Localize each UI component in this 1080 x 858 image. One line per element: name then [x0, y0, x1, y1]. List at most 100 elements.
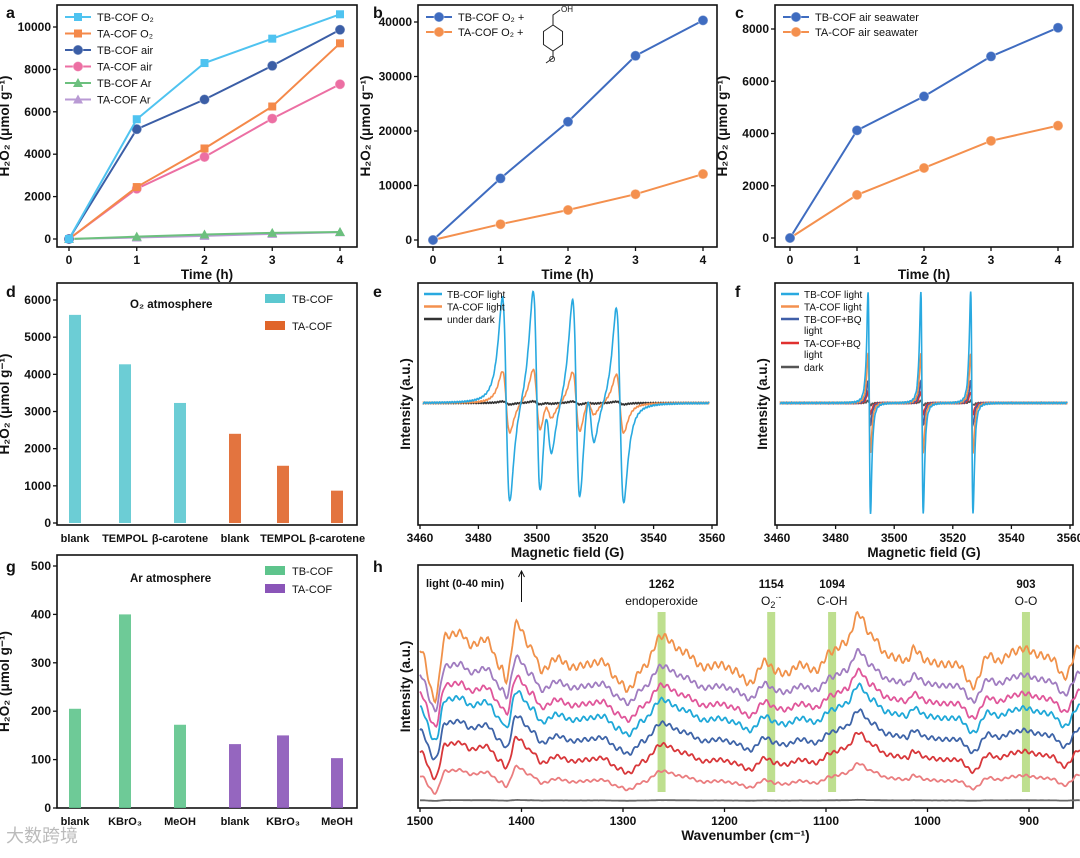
y-tick-label: 4000 [24, 147, 51, 161]
data-point [334, 78, 346, 90]
x-axis-title: Time (h) [898, 267, 950, 282]
highlight-band [1021, 612, 1030, 792]
category-label: β-carotene [152, 533, 208, 545]
y-tick-label: 0 [762, 231, 769, 245]
panel-label-a: a [6, 5, 15, 22]
x-axis-title: Time (h) [541, 267, 593, 282]
y-tick-label: 6000 [24, 293, 51, 307]
band-assignment-subscript: 2 [770, 600, 775, 610]
legend-label: TA-COF air [97, 62, 153, 74]
plot-frame-e [417, 282, 718, 526]
y-tick-label: 0 [44, 232, 51, 246]
legend-label: TB-COF air [97, 45, 154, 57]
data-point [268, 34, 277, 43]
molecule-structure [542, 9, 564, 64]
y-axis-title: Intensity (a.u.) [398, 641, 413, 733]
spectrum-line [779, 291, 1068, 514]
legend-item: TB-COF O₂ + [426, 11, 524, 24]
y-tick-label: 300 [31, 656, 51, 670]
legend-label: TA-COF O₂ [97, 29, 153, 41]
category-label: blank [221, 533, 251, 545]
highlight-band [767, 612, 776, 792]
legend-swatch [265, 584, 285, 593]
data-point [433, 26, 445, 38]
panel-label-g: g [6, 559, 16, 576]
category-label: blank [221, 816, 251, 828]
y-tick-label: 500 [31, 559, 51, 573]
legend-label: TA-COF O₂ + [458, 27, 523, 39]
data-point [433, 11, 445, 23]
highlight-band [657, 612, 666, 792]
x-axis-title: Wavenumber (cm⁻¹) [681, 828, 809, 843]
band-wavenumber: 1154 [759, 579, 785, 591]
legend-item: TA-COF air [65, 61, 153, 74]
series-line [789, 124, 1059, 239]
bar [229, 744, 241, 808]
series-tb-cof-o2- [427, 14, 709, 246]
legend-label: TA-COF [292, 321, 332, 333]
category-label: β-carotene [309, 533, 365, 545]
y-tick-label: 0 [44, 516, 51, 530]
data-point [630, 188, 641, 200]
x-axis-title: Magnetic field (G) [867, 545, 980, 560]
x-tick-label: 1 [133, 253, 140, 267]
legend-label-cont: light [804, 326, 823, 337]
data-point [199, 229, 210, 239]
y-tick-label: 2000 [742, 179, 769, 193]
x-tick-label: 4 [337, 253, 344, 267]
ftir-spectrum [419, 708, 1080, 761]
y-tick-label: 10000 [18, 20, 52, 34]
arrow-up-icon [518, 569, 525, 602]
data-point [335, 227, 345, 237]
category-label: blank [61, 816, 91, 828]
y-axis-title: Intensity (a.u.) [755, 358, 770, 450]
legend-swatch [265, 321, 285, 330]
x-tick-label: 1200 [711, 814, 738, 828]
band-wavenumber: 903 [1016, 579, 1035, 591]
panel-label-b: b [373, 5, 383, 22]
x-tick-label: 2 [201, 253, 208, 267]
data-point [495, 172, 506, 184]
ftir-spectrum [419, 762, 1080, 795]
y-tick-label: 40000 [379, 15, 413, 29]
category-label: MeOH [164, 816, 196, 828]
series-tb-cof-ar [64, 227, 345, 243]
data-point [131, 231, 142, 241]
legend-label: TB-COF air seawater [815, 12, 919, 24]
legend-label: under dark [447, 315, 496, 326]
data-point [1052, 120, 1064, 132]
panel-label-e: e [373, 284, 382, 301]
x-tick-label: 4 [1055, 253, 1062, 267]
y-tick-label: 20000 [379, 124, 413, 138]
data-point [266, 113, 278, 125]
atmosphere-label: Ar atmosphere [130, 573, 211, 585]
data-point [851, 189, 863, 201]
legend-label: TA-COF [292, 584, 332, 596]
y-tick-label: 10000 [379, 179, 413, 193]
x-tick-label: 1400 [508, 814, 535, 828]
data-point [267, 227, 278, 237]
y-tick-label: 6000 [742, 74, 769, 88]
data-point [790, 26, 802, 38]
data-point [132, 183, 141, 192]
category-label: MeOH [321, 816, 353, 828]
x-tick-label: 3520 [939, 531, 966, 545]
category-label: KBrO₃ [266, 816, 300, 828]
legend-label: TB-COF O₂ + [458, 12, 524, 24]
ftir-spectrum [419, 610, 1080, 704]
y-tick-label: 4000 [24, 367, 51, 381]
legend-label: TB-COF Ar [97, 78, 152, 90]
y-axis-title: H₂O₂ (μmol g⁻¹) [0, 354, 12, 455]
data-point [336, 39, 344, 48]
data-point [200, 144, 209, 153]
legend-label: TA-COF Ar [97, 95, 151, 107]
legend-swatch [265, 294, 285, 303]
y-tick-label: 5000 [24, 330, 51, 344]
data-point [1052, 22, 1064, 34]
band-assignment: C-OH [817, 594, 848, 608]
data-point [74, 13, 82, 21]
series-tb-cof-o2 [65, 10, 344, 243]
category-label: blank [61, 533, 91, 545]
y-axis-title: Intensity (a.u.) [398, 358, 413, 450]
